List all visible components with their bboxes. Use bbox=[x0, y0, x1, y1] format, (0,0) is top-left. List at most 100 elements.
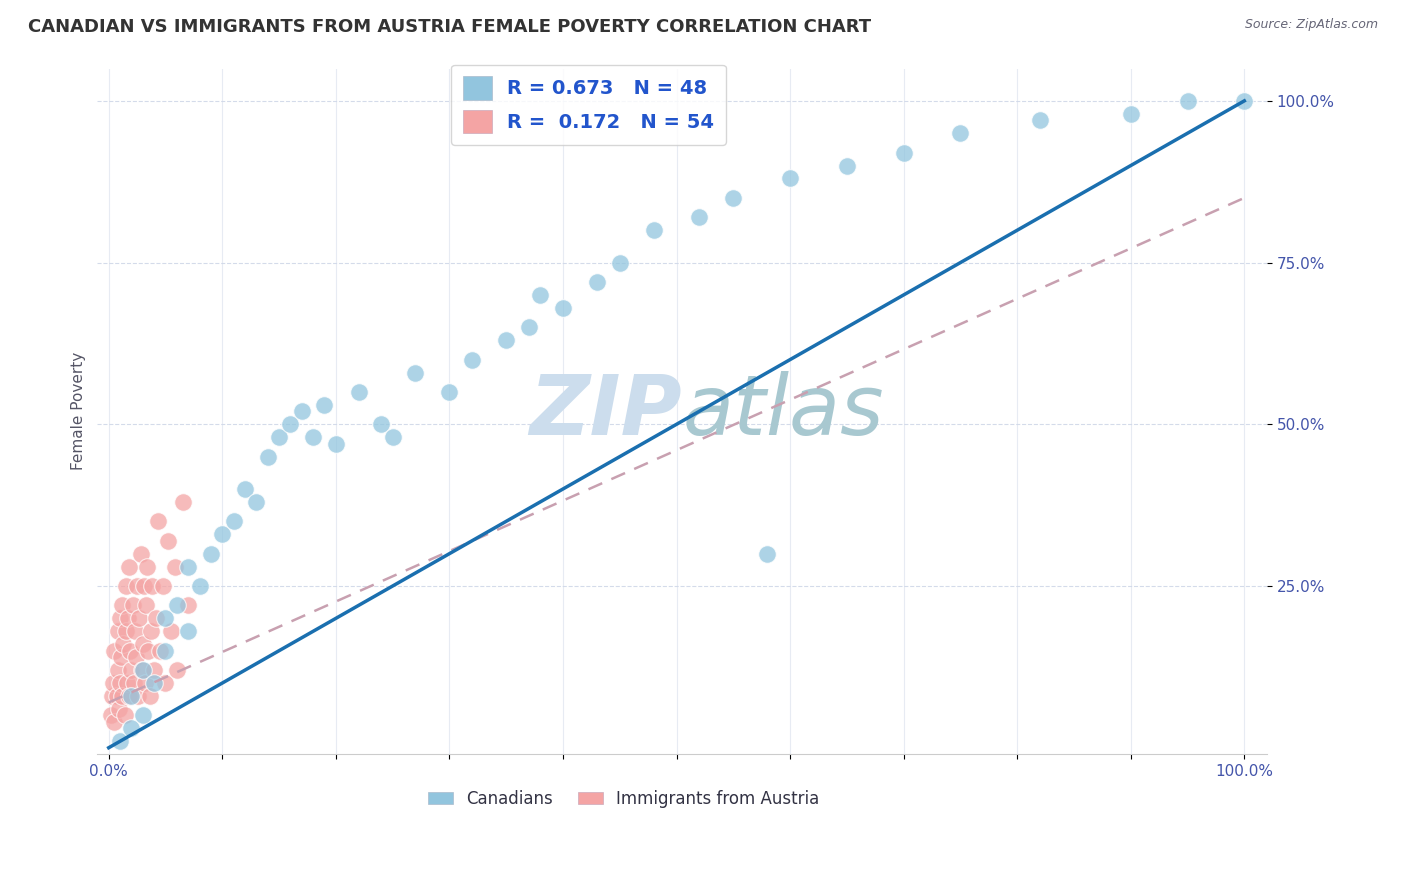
Point bbox=[146, 514, 169, 528]
Point bbox=[643, 223, 665, 237]
Point bbox=[177, 624, 200, 639]
Point bbox=[127, 689, 149, 703]
Point bbox=[120, 663, 142, 677]
Point bbox=[723, 191, 745, 205]
Point bbox=[139, 624, 162, 639]
Point bbox=[177, 599, 200, 613]
Point bbox=[314, 398, 336, 412]
Point bbox=[211, 527, 233, 541]
Point bbox=[108, 702, 131, 716]
Point bbox=[166, 599, 188, 613]
Legend: Canadians, Immigrants from Austria: Canadians, Immigrants from Austria bbox=[422, 783, 827, 814]
Point bbox=[115, 676, 138, 690]
Point bbox=[120, 722, 142, 736]
Point bbox=[129, 547, 152, 561]
Point bbox=[166, 663, 188, 677]
Point bbox=[143, 663, 166, 677]
Point bbox=[222, 514, 245, 528]
Point bbox=[145, 611, 167, 625]
Point bbox=[122, 676, 145, 690]
Point bbox=[134, 676, 156, 690]
Point bbox=[200, 547, 222, 561]
Point bbox=[118, 559, 141, 574]
Point bbox=[1119, 107, 1142, 121]
Point bbox=[132, 708, 155, 723]
Point bbox=[155, 676, 177, 690]
Point bbox=[103, 643, 125, 657]
Point bbox=[177, 559, 200, 574]
Point bbox=[517, 320, 540, 334]
Point bbox=[112, 637, 135, 651]
Point bbox=[132, 663, 155, 677]
Point bbox=[609, 255, 631, 269]
Point bbox=[138, 643, 160, 657]
Y-axis label: Female Poverty: Female Poverty bbox=[72, 352, 86, 470]
Point bbox=[461, 352, 484, 367]
Text: CANADIAN VS IMMIGRANTS FROM AUSTRIA FEMALE POVERTY CORRELATION CHART: CANADIAN VS IMMIGRANTS FROM AUSTRIA FEMA… bbox=[28, 18, 872, 36]
Point bbox=[280, 417, 302, 432]
Point bbox=[141, 579, 163, 593]
Point bbox=[103, 676, 125, 690]
Point bbox=[370, 417, 392, 432]
Point bbox=[103, 714, 125, 729]
Text: atlas: atlas bbox=[682, 371, 884, 452]
Point bbox=[132, 637, 155, 651]
Point bbox=[131, 663, 153, 677]
Point bbox=[108, 676, 131, 690]
Point bbox=[1029, 113, 1052, 128]
Point bbox=[160, 624, 183, 639]
Point bbox=[149, 643, 172, 657]
Point bbox=[100, 708, 122, 723]
Point bbox=[551, 301, 574, 315]
Point bbox=[118, 689, 141, 703]
Point bbox=[127, 579, 149, 593]
Point bbox=[347, 384, 370, 399]
Point bbox=[101, 689, 124, 703]
Point bbox=[949, 126, 972, 140]
Point bbox=[586, 275, 609, 289]
Text: ZIP: ZIP bbox=[530, 371, 682, 452]
Point bbox=[893, 145, 915, 160]
Point bbox=[325, 436, 347, 450]
Point bbox=[125, 650, 148, 665]
Point bbox=[152, 579, 174, 593]
Point bbox=[256, 450, 278, 464]
Point bbox=[155, 643, 177, 657]
Point bbox=[1177, 94, 1199, 108]
Point bbox=[779, 171, 801, 186]
Point bbox=[756, 547, 779, 561]
Point bbox=[245, 495, 267, 509]
Point bbox=[111, 689, 134, 703]
Point bbox=[529, 288, 551, 302]
Point bbox=[143, 676, 166, 690]
Point bbox=[1233, 94, 1256, 108]
Point bbox=[172, 495, 194, 509]
Point bbox=[381, 430, 404, 444]
Point bbox=[108, 611, 131, 625]
Point bbox=[128, 611, 150, 625]
Point bbox=[117, 611, 139, 625]
Point bbox=[107, 663, 129, 677]
Point bbox=[495, 333, 517, 347]
Point bbox=[291, 404, 314, 418]
Point bbox=[108, 734, 131, 748]
Point bbox=[110, 650, 132, 665]
Point bbox=[138, 689, 160, 703]
Point bbox=[114, 708, 136, 723]
Point bbox=[120, 689, 142, 703]
Point bbox=[135, 599, 157, 613]
Point bbox=[439, 384, 461, 399]
Point bbox=[124, 624, 146, 639]
Point bbox=[132, 579, 155, 593]
Point bbox=[114, 624, 136, 639]
Point bbox=[120, 643, 142, 657]
Point bbox=[156, 533, 179, 548]
Point bbox=[404, 366, 426, 380]
Point bbox=[105, 689, 128, 703]
Point bbox=[267, 430, 290, 444]
Point bbox=[233, 482, 256, 496]
Point bbox=[688, 211, 710, 225]
Point bbox=[111, 599, 134, 613]
Point bbox=[835, 159, 858, 173]
Point bbox=[155, 611, 177, 625]
